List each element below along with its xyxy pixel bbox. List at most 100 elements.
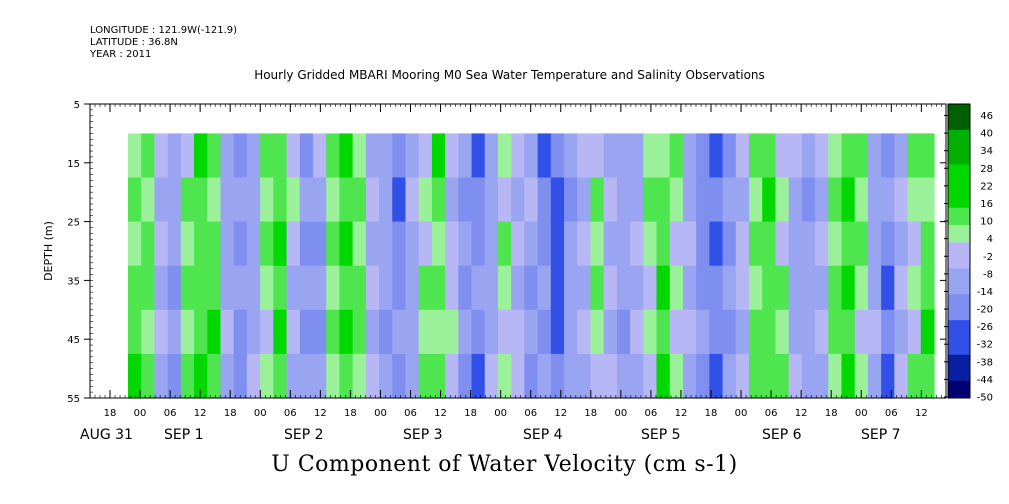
- heatmap-cell: [365, 353, 380, 399]
- heatmap-cell: [881, 177, 895, 223]
- heatmap-cell: [616, 265, 631, 311]
- heatmap-cell: [379, 133, 393, 179]
- heatmap-cell: [801, 265, 816, 311]
- heatmap-cell: [643, 177, 658, 223]
- colorbar-label: -8: [983, 269, 993, 280]
- heatmap-cell: [722, 177, 737, 223]
- heatmap-cell: [445, 133, 459, 179]
- heatmap-cell: [339, 133, 354, 179]
- heatmap-cell: [577, 309, 592, 355]
- heatmap-cell: [722, 353, 737, 399]
- heatmap-cell: [603, 309, 618, 355]
- heatmap-cell: [352, 309, 367, 355]
- heatmap-cell: [788, 221, 803, 267]
- heatmap-cell: [286, 133, 301, 179]
- heatmap-cell: [603, 265, 618, 311]
- heatmap-cell: [141, 353, 156, 399]
- heatmap-cell: [220, 265, 235, 311]
- heatmap-cell: [775, 177, 790, 223]
- heatmap-cell: [815, 265, 829, 311]
- heatmap-cell: [630, 177, 644, 223]
- x-tick-label: 18: [104, 408, 117, 419]
- x-tick-label: 18: [464, 408, 477, 419]
- heatmap-cell: [841, 353, 856, 399]
- heatmap-cell: [801, 353, 816, 399]
- heatmap-cell: [379, 353, 393, 399]
- heatmap-cell: [405, 221, 420, 267]
- heatmap-cell: [722, 133, 737, 179]
- heatmap-cell: [577, 353, 592, 399]
- heatmap-cell: [537, 177, 552, 223]
- x-date-label: SEP 5: [641, 427, 681, 443]
- colorbar-label: 16: [980, 199, 993, 210]
- colorbar-swatch: [948, 311, 970, 321]
- heatmap-cell: [511, 309, 525, 355]
- heatmap-cell: [894, 309, 909, 355]
- heatmap-cell: [643, 309, 658, 355]
- heatmap-cell: [431, 309, 446, 355]
- heatmap-cell: [286, 177, 301, 223]
- heatmap-cell: [484, 353, 499, 399]
- heatmap-cell: [392, 309, 407, 355]
- heatmap-cell: [339, 309, 354, 355]
- heatmap-cell: [299, 133, 314, 179]
- heatmap-cell: [326, 221, 341, 267]
- heatmap-cell: [590, 221, 605, 267]
- heatmap-cell: [590, 353, 605, 399]
- heatmap-cell: [379, 309, 393, 355]
- heatmap-cell: [392, 221, 407, 267]
- x-tick-label: 06: [765, 408, 778, 419]
- heatmap-cell: [630, 265, 644, 311]
- heatmap-cell: [669, 221, 684, 267]
- y-tick-label: 25: [67, 218, 80, 229]
- heatmap-cell: [392, 133, 407, 179]
- y-axis-label: DEPTH (m): [42, 221, 55, 281]
- heatmap-cell: [497, 265, 512, 311]
- heatmap-cell: [762, 353, 777, 399]
- heatmap-cell: [458, 133, 473, 179]
- heatmap-cell: [550, 265, 565, 311]
- colorbar-swatch: [948, 199, 970, 209]
- heatmap-cell: [445, 265, 459, 311]
- x-date-label: SEP 1: [164, 427, 204, 443]
- heatmap-cell: [603, 353, 618, 399]
- heatmap-cell: [233, 353, 248, 399]
- heatmap-cell: [630, 309, 644, 355]
- heatmap-cell: [431, 353, 446, 399]
- x-tick-label: 12: [194, 408, 207, 419]
- x-date-label: SEP 6: [762, 427, 802, 443]
- heatmap-cell: [220, 309, 235, 355]
- heatmap-cell: [207, 133, 222, 179]
- heatmap-cell: [749, 309, 763, 355]
- heatmap-cell: [709, 177, 724, 223]
- colorbar-label: 40: [980, 129, 993, 140]
- colorbar-swatch: [948, 268, 970, 278]
- heatmap-cell: [735, 221, 750, 267]
- heatmap-cell: [180, 133, 195, 179]
- colorbar-swatch: [948, 276, 970, 286]
- colorbar-swatch: [948, 294, 970, 304]
- heatmap-cell: [656, 177, 671, 223]
- heatmap-cell: [630, 133, 644, 179]
- heatmap-cell: [775, 309, 790, 355]
- heatmap-cell: [643, 353, 658, 399]
- heatmap-cell: [881, 133, 895, 179]
- heatmap-cell: [828, 177, 843, 223]
- heatmap-cell: [907, 265, 922, 311]
- heatmap-cell: [907, 177, 922, 223]
- x-date-label: SEP 7: [861, 427, 901, 443]
- heatmap-cell: [656, 265, 671, 311]
- heatmap-cell: [603, 221, 618, 267]
- x-tick-label: 06: [404, 408, 417, 419]
- heatmap-cell: [180, 265, 195, 311]
- x-date-label: SEP 2: [284, 427, 324, 443]
- x-tick-label: 18: [224, 408, 237, 419]
- heatmap-cell: [709, 353, 724, 399]
- heatmap-cell: [154, 309, 169, 355]
- heatmap-cell: [907, 221, 922, 267]
- heatmap-cell: [907, 133, 922, 179]
- heatmap-cell: [220, 221, 235, 267]
- heatmap-cell: [326, 309, 341, 355]
- heatmap-cell: [379, 177, 393, 223]
- heatmap-cell: [907, 353, 922, 399]
